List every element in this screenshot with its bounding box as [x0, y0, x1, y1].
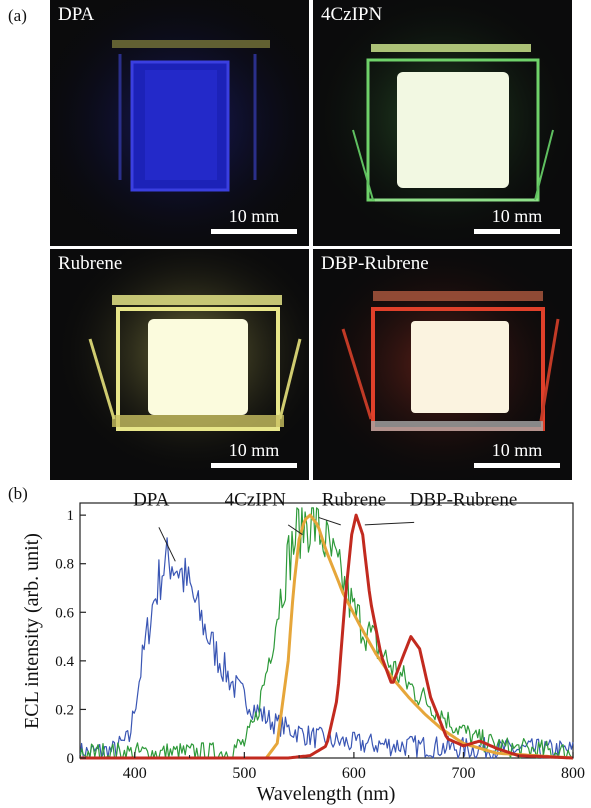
axis-layer: 400 500 600 700 800 0 0.2 0.4 0.6 0.8 1	[55, 508, 585, 782]
y-tick-label: 0	[67, 751, 75, 767]
photo-dpa: DPA 10 mm	[50, 0, 309, 246]
series-layer	[79, 507, 574, 760]
scale-bar-label: 10 mm	[228, 440, 280, 460]
y-axis-label: ECL intensity (arb. unit)	[21, 533, 43, 729]
scale-bar: 10 mm	[211, 440, 297, 468]
series-annotation: Rubrene	[322, 489, 386, 510]
device-photo-4czipn	[313, 0, 572, 246]
y-tick-label: 0.4	[55, 654, 74, 670]
plot-frame	[79, 502, 574, 759]
y-tick-label: 0.2	[55, 702, 74, 718]
y-tick-label: 1	[67, 508, 75, 524]
x-tick-label: 800	[561, 765, 585, 782]
scale-bar: 10 mm	[211, 206, 297, 234]
ecl-spectrum-chart: 400 500 600 700 800 0 0.2 0.4 0.6 0.8 1 DPA 4CzIPN R…	[21, 489, 585, 805]
photo-title: Rubrene	[58, 253, 123, 274]
y-tick-label: 0.8	[55, 557, 74, 573]
photo-title: 4CzIPN	[321, 4, 383, 25]
device-photo-dbp-rubrene	[313, 249, 572, 480]
x-axis-label: Wavelength (nm)	[257, 783, 396, 805]
photo-rubrene: Rubrene 10 mm	[50, 249, 309, 480]
panel-b-label: (b)	[8, 484, 28, 503]
x-tick-label: 600	[342, 765, 366, 782]
scale-bar: 10 mm	[474, 440, 560, 468]
series-annotation: DPA	[133, 489, 170, 510]
photo-4czipn: 4CzIPN 10 mm	[313, 0, 572, 246]
annotation-leader	[364, 521, 415, 526]
device-photo-rubrene	[50, 249, 309, 480]
series-annotation: 4CzIPN	[225, 489, 287, 510]
scale-bar-line	[474, 463, 560, 468]
x-tick-label: 700	[451, 765, 475, 782]
series-line-dbp-rubrene	[80, 513, 574, 760]
scale-bar-label: 10 mm	[228, 206, 280, 226]
panel-a-label: (a)	[8, 6, 27, 25]
x-tick-label: 500	[232, 765, 256, 782]
scale-bar-line	[474, 229, 560, 234]
photo-dbp-rubrene: DBP-Rubrene 10 mm	[313, 249, 572, 480]
photo-title: DBP-Rubrene	[321, 253, 429, 274]
scale-bar-line	[211, 229, 297, 234]
y-tick-label: 0.6	[55, 605, 74, 621]
scale-bar: 10 mm	[474, 206, 560, 234]
annotation-layer: DPA 4CzIPN Rubrene DBP-Rubrene	[133, 489, 518, 562]
annotation-leader	[287, 524, 303, 535]
scale-bar-label: 10 mm	[491, 440, 543, 460]
scale-bar-label: 10 mm	[491, 206, 543, 226]
annotation-leader	[158, 527, 176, 562]
scale-bar-line	[211, 463, 297, 468]
photo-title: DPA	[58, 4, 95, 25]
x-tick-label: 400	[123, 765, 147, 782]
series-annotation: DBP-Rubrene	[410, 489, 518, 510]
series-line-4czipn	[79, 507, 574, 759]
device-photo-dpa	[50, 0, 309, 246]
annotation-leader	[318, 517, 341, 526]
